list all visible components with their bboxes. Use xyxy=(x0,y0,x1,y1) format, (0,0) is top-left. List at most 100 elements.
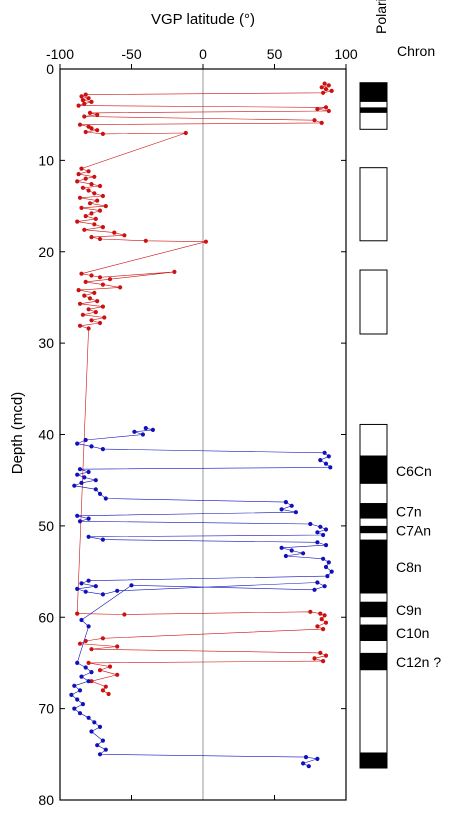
blue-data-point xyxy=(301,551,306,556)
red-data-point xyxy=(87,201,93,206)
blue-data-point xyxy=(100,447,105,452)
blue-data-point xyxy=(77,467,83,472)
red-data-point xyxy=(80,98,85,103)
blue-data-point xyxy=(329,569,334,574)
red-data-point xyxy=(323,105,329,110)
red-data-point xyxy=(183,130,188,136)
blue-data-point xyxy=(89,444,94,449)
x-tick-label: 0 xyxy=(199,46,207,62)
blue-data-point xyxy=(322,450,327,455)
y-tick-label: 50 xyxy=(38,518,54,534)
blue-data-point xyxy=(92,720,97,725)
blue-data-point xyxy=(79,480,84,485)
blue-data-point xyxy=(82,475,87,480)
red-data-point xyxy=(122,233,127,238)
red-data-point xyxy=(75,219,80,224)
red-data-point xyxy=(86,96,91,101)
red-data-point xyxy=(92,222,97,227)
red-data-point xyxy=(86,188,91,193)
red-data-point xyxy=(97,236,103,242)
blue-data-point xyxy=(289,548,294,553)
blue-data-point xyxy=(312,587,317,592)
red-data-point xyxy=(97,668,103,673)
red-data-point xyxy=(83,176,88,181)
blue-data-point xyxy=(86,679,91,684)
chron-labels: C6Cn C7n C7An C8n C9n C10n C12n ? xyxy=(396,463,441,670)
blue-data-point xyxy=(326,560,331,565)
red-data-point xyxy=(107,664,113,669)
red-data-point xyxy=(93,216,98,221)
blue-data-point xyxy=(80,702,85,707)
red-data-point xyxy=(87,110,93,115)
red-data-point xyxy=(92,290,97,295)
red-data-point xyxy=(76,172,81,177)
y-tick-label: 10 xyxy=(38,152,54,168)
normal-polarity-band xyxy=(360,107,387,113)
red-data-point xyxy=(115,672,120,677)
normal-polarity-band xyxy=(360,503,387,519)
blue-data-point xyxy=(77,711,83,716)
red-data-point xyxy=(79,94,84,99)
red-data-point xyxy=(86,326,91,331)
red-data-point xyxy=(115,644,120,649)
blue-data-point xyxy=(93,584,98,589)
blue-data-point xyxy=(315,530,320,535)
normal-polarity-band xyxy=(360,539,387,594)
normal-polarity-band xyxy=(360,652,387,671)
red-data-point xyxy=(95,198,100,203)
red-data-point xyxy=(322,81,327,86)
red-data-point xyxy=(103,684,108,689)
red-data-point xyxy=(86,307,91,312)
red-data-point xyxy=(89,679,94,684)
blue-data-point xyxy=(326,454,331,459)
blue-data-point xyxy=(301,761,306,766)
chron-label: C10n xyxy=(396,625,429,641)
red-data-point xyxy=(75,179,80,184)
red-data-point xyxy=(89,126,94,131)
red-data-point xyxy=(203,239,208,244)
red-data-point xyxy=(315,624,320,629)
blue-data-point xyxy=(132,429,137,434)
blue-data-point xyxy=(97,491,103,496)
red-data-point xyxy=(82,227,87,232)
blue-data-point xyxy=(77,688,83,693)
red-data-point xyxy=(318,650,323,656)
red-data-point xyxy=(321,90,326,95)
blue-data-point xyxy=(325,574,330,579)
red-data-point xyxy=(83,92,88,97)
blue-data-point xyxy=(289,503,294,508)
blue-data-point xyxy=(100,537,105,542)
chron-label: C12n ? xyxy=(396,654,441,670)
red-data-point xyxy=(323,620,329,625)
red-data-point xyxy=(326,83,331,88)
red-data-point xyxy=(122,612,127,617)
series-points xyxy=(69,81,334,769)
red-data-point xyxy=(89,318,94,323)
x-tick-label: -50 xyxy=(121,46,141,62)
blue-data-point xyxy=(323,527,329,532)
red-data-point xyxy=(79,166,84,171)
blue-data-point xyxy=(79,674,84,679)
red-data-point xyxy=(83,214,88,219)
x-tick-label: 100 xyxy=(334,46,358,62)
red-series-line xyxy=(76,83,333,695)
red-data-point xyxy=(79,271,84,276)
red-data-point xyxy=(100,131,105,136)
blue-data-point xyxy=(323,543,329,548)
blue-data-point xyxy=(100,592,105,597)
x-axis-title: VGP latitude (°) xyxy=(151,11,255,28)
blue-data-point xyxy=(86,534,91,539)
red-data-point xyxy=(319,85,324,90)
blue-data-point xyxy=(75,472,80,477)
red-data-point xyxy=(318,611,323,616)
x-tick-label: 50 xyxy=(267,46,283,62)
blue-data-point xyxy=(75,697,80,702)
red-data-point xyxy=(77,195,83,200)
red-data-point xyxy=(77,323,83,328)
normal-polarity-band xyxy=(360,601,387,618)
blue-data-point xyxy=(72,706,77,711)
red-data-point xyxy=(92,174,97,179)
blue-data-point xyxy=(140,432,145,437)
red-data-point xyxy=(83,279,88,284)
blue-data-point xyxy=(89,670,94,675)
